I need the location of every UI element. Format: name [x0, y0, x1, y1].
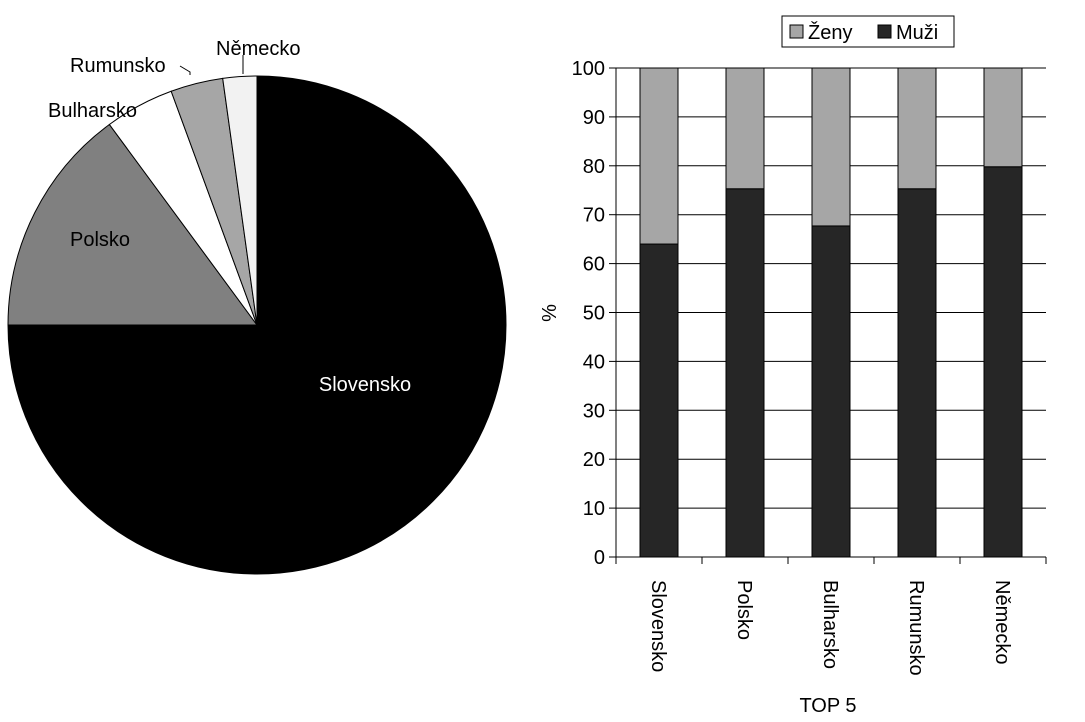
bar-zeny-slovensko — [639, 67, 679, 245]
x-tick-label: Polsko — [733, 580, 755, 640]
y-tick-label: 90 — [583, 107, 605, 129]
y-tick-label: 20 — [583, 449, 605, 471]
bar-muzi-slovensko — [639, 243, 679, 558]
y-axis-label: % — [539, 304, 561, 322]
pie-label-rumunsko: Rumunsko — [70, 55, 166, 77]
y-tick-label: 40 — [583, 351, 605, 373]
legend-swatch-muzi — [877, 24, 892, 39]
x-tick-label: Slovensko — [647, 580, 669, 672]
x-tick-label: Německo — [991, 580, 1013, 664]
y-tick-label: 60 — [583, 254, 605, 276]
pie-label-bulharsko: Bulharsko — [48, 100, 137, 122]
bar-muzi-polsko — [725, 188, 765, 558]
bar-zeny-německo — [983, 67, 1023, 168]
bar-muzi-rumunsko — [897, 188, 937, 558]
y-tick-label: 70 — [583, 205, 605, 227]
legend-swatch-zeny — [789, 24, 804, 39]
pie-chart: Slovensko Polsko Bulharsko Rumunsko Německo — [7, 38, 507, 575]
x-axis-label: TOP 5 — [799, 695, 856, 717]
pie-slice-polsko — [7, 123, 258, 326]
y-tick-label: 80 — [583, 156, 605, 178]
y-tick-label: 50 — [583, 303, 605, 325]
y-tick-label: 0 — [594, 547, 605, 569]
legend-label-zeny: Ženy — [808, 21, 852, 44]
legend-label-muzi: Muži — [896, 22, 938, 44]
bar-muzi-bulharsko — [811, 225, 851, 558]
bar-muzi-německo — [983, 166, 1023, 558]
y-tick-label: 100 — [572, 58, 605, 80]
y-tick-label: 10 — [583, 498, 605, 520]
bars — [639, 67, 1023, 558]
pie-label-polsko: Polsko — [70, 229, 130, 251]
bar-zeny-polsko — [725, 67, 765, 190]
bar-zeny-bulharsko — [811, 67, 851, 227]
y-tick-label: 30 — [583, 400, 605, 422]
x-tick-label: Rumunsko — [905, 580, 927, 676]
pie-slice-německo — [222, 75, 258, 326]
stacked-bar-chart: 0 10 20 30 40 50 60 70 80 90 100 Slovensko Polsko Bul… — [539, 15, 1047, 717]
axes: 0 10 20 30 40 50 60 70 80 90 100 Slovensko Polsko Bul… — [572, 58, 1047, 676]
legend: Ženy Muži — [781, 15, 955, 48]
x-tick-label: Bulharsko — [819, 580, 841, 669]
pie-label-slovensko: Slovensko — [319, 374, 411, 396]
legend-box — [781, 15, 955, 48]
leader-line-rumunsko — [179, 65, 191, 75]
pie-label-německo: Německo — [216, 38, 300, 60]
bar-zeny-rumunsko — [897, 67, 937, 190]
